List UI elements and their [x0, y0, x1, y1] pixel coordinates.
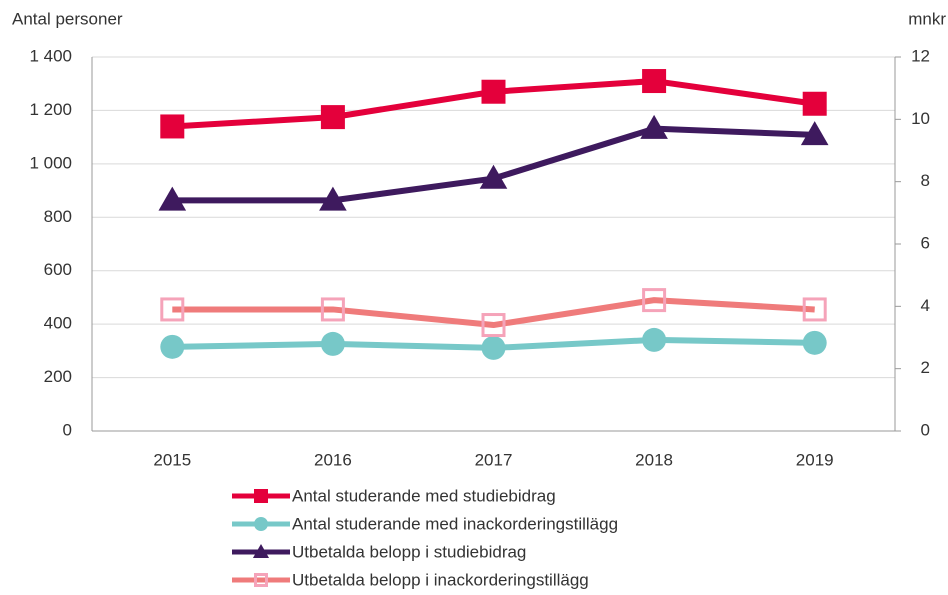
- x-tick-label: 2018: [635, 450, 673, 469]
- legend-label: Utbetalda belopp i studiebidrag: [292, 542, 526, 561]
- y-tick-label: 400: [44, 314, 72, 333]
- data-point: [802, 297, 827, 322]
- y2-axis-label: mnkr: [908, 9, 946, 28]
- data-point: [319, 186, 347, 211]
- legend-label: Utbetalda belopp i inackorderingstillägg: [292, 570, 589, 589]
- y2-tick-label: 6: [921, 233, 930, 252]
- data-point: [481, 79, 506, 104]
- legend-marker: [254, 517, 268, 531]
- x-tick-label: 2015: [153, 450, 191, 469]
- y2-tick-label: 12: [911, 46, 930, 65]
- y-tick-label: 200: [44, 367, 72, 386]
- x-tick-label: 2019: [796, 450, 834, 469]
- data-point: [320, 297, 345, 322]
- data-point: [802, 91, 827, 116]
- data-point: [642, 288, 667, 313]
- y-tick-label: 1 400: [29, 46, 72, 65]
- data-point: [158, 186, 187, 211]
- data-point: [320, 331, 345, 356]
- x-tick-label: 2016: [314, 450, 352, 469]
- legend-label: Antal studerande med inackorderingstillä…: [292, 514, 618, 533]
- x-tick-label: 2017: [475, 450, 513, 469]
- y-tick-label: 0: [63, 420, 72, 439]
- y2-tick-label: 8: [921, 171, 930, 190]
- data-point: [802, 330, 827, 355]
- legend-marker: [254, 573, 268, 587]
- y-tick-label: 800: [44, 207, 72, 226]
- y-tick-label: 1 200: [29, 100, 72, 119]
- series-line: [172, 297, 815, 329]
- y-tick-label: 600: [44, 260, 72, 279]
- legend-marker: [252, 543, 270, 558]
- data-point: [640, 114, 668, 139]
- data-point: [481, 335, 506, 360]
- data-point: [800, 121, 829, 146]
- data-point: [160, 334, 185, 359]
- data-point: [479, 164, 508, 189]
- data-point: [320, 105, 345, 130]
- series-line: [172, 125, 815, 204]
- y-tick-label: 1 000: [29, 153, 72, 172]
- y2-tick-label: 0: [921, 420, 930, 439]
- legend-marker: [254, 489, 268, 503]
- data-point: [160, 114, 185, 139]
- data-point: [481, 313, 506, 338]
- data-point: [642, 327, 667, 352]
- y2-tick-label: 4: [921, 296, 930, 315]
- data-point: [160, 297, 185, 322]
- y2-tick-label: 10: [911, 109, 930, 128]
- legend-label: Antal studerande med studiebidrag: [292, 486, 556, 505]
- y2-tick-label: 2: [921, 358, 930, 377]
- y-axis-label: Antal personer: [12, 9, 123, 28]
- data-point: [642, 69, 667, 94]
